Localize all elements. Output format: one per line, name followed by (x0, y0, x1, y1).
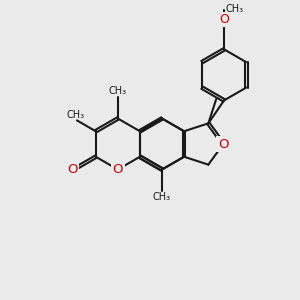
Text: O: O (219, 13, 229, 26)
Text: O: O (218, 137, 229, 151)
Text: CH₃: CH₃ (109, 86, 127, 96)
Text: CH₃: CH₃ (226, 4, 244, 14)
Text: CH₃: CH₃ (153, 192, 171, 202)
Text: O: O (112, 163, 123, 176)
Text: O: O (67, 163, 77, 176)
Text: CH₃: CH₃ (66, 110, 85, 119)
